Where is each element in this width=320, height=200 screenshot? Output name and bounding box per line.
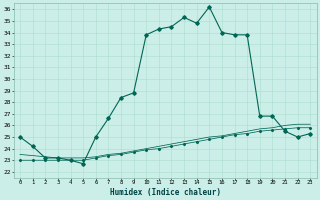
X-axis label: Humidex (Indice chaleur): Humidex (Indice chaleur) (110, 188, 220, 197)
